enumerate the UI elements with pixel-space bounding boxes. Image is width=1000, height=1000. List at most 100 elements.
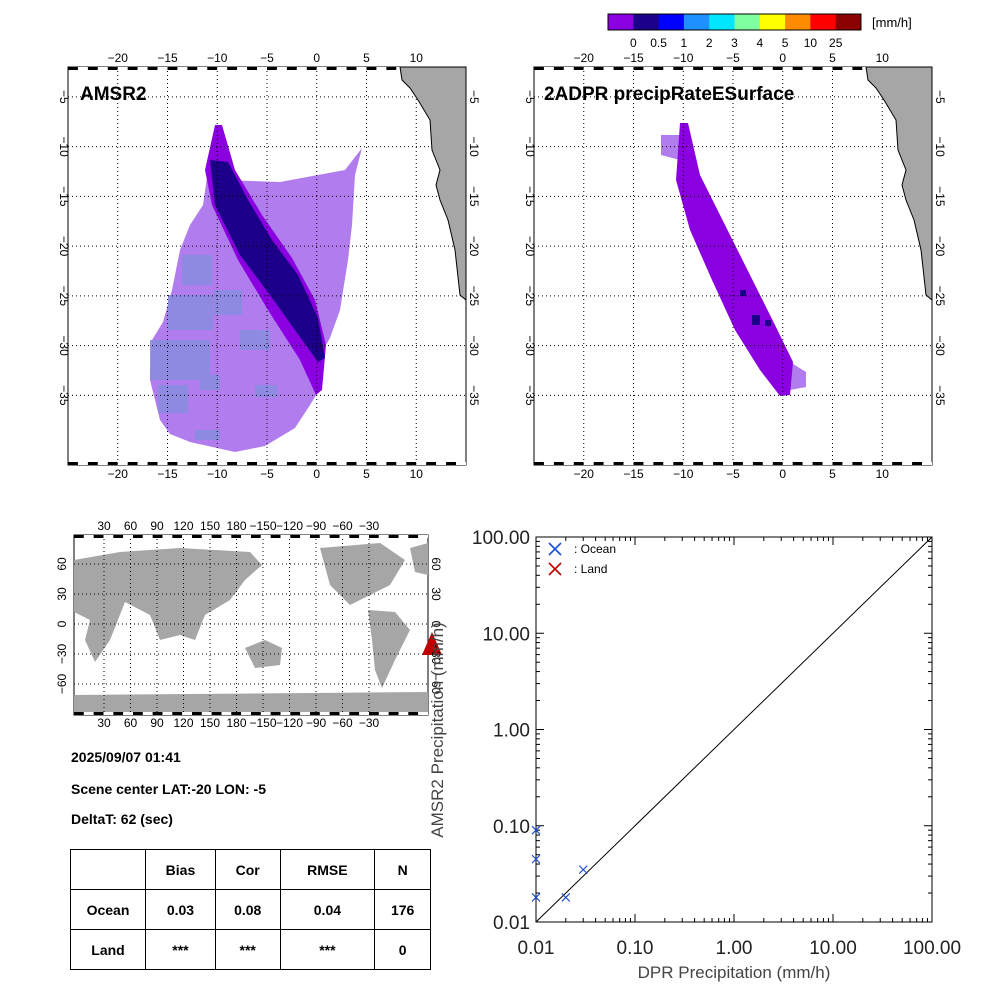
dpr-africa-coast [865, 66, 933, 302]
frame-checker [117, 462, 128, 465]
frame-checker [386, 67, 397, 70]
frame-checker [742, 67, 753, 70]
frame-checker [217, 67, 228, 70]
frame-checker [147, 67, 158, 70]
stats-cell: 0 [374, 929, 431, 970]
world-tick-labels: 303060609090120120150150180180−150−150−1… [55, 519, 443, 730]
frame-checker [227, 462, 238, 465]
frame-checker [231, 712, 242, 715]
lon-tick-label-bottom: 5 [363, 467, 370, 481]
lon-tick-label-top: −5 [726, 51, 740, 65]
frame-checker [693, 67, 704, 70]
frame-checker [633, 67, 644, 70]
frame-checker [127, 462, 138, 465]
frame-checker [103, 712, 114, 715]
frame-checker [310, 712, 320, 715]
frame-checker [97, 67, 108, 70]
frame-checker [77, 67, 88, 70]
frame-checker [346, 462, 357, 465]
frame-checker [812, 462, 823, 465]
frame-checker [197, 462, 208, 465]
frame-checker [251, 535, 261, 538]
frame-checker [286, 67, 297, 70]
lon-tick-label-bottom: −5 [726, 467, 740, 481]
frame-checker [583, 462, 594, 465]
colorbar-tick-label: 2 [706, 36, 713, 50]
legend-marker [548, 562, 562, 576]
lat-tick-label-left: −10 [57, 136, 71, 157]
lat-tick-label-right: −25 [933, 286, 947, 307]
dpr-panel: 2ADPR precipRateESurface −20 −20 −15 −15 −10… [523, 51, 947, 481]
world-lon-tick-top: −90 [306, 519, 327, 533]
lon-tick-label-top: −10 [207, 51, 228, 65]
colorbar: [mm/h] 0 0.5 1 2 3 4 5 10 25 [607, 13, 912, 50]
frame-checker [157, 462, 168, 465]
colorbar-unit: [mm/h] [872, 15, 912, 30]
frame-checker [68, 67, 78, 70]
frame-checker [177, 462, 188, 465]
frame-checker [553, 462, 564, 465]
frame-checker [912, 462, 923, 465]
frame-checker [133, 712, 143, 715]
frame-checker [247, 462, 258, 465]
scatter-x-label: DPR Precipitation (mm/h) [638, 963, 831, 982]
frame-checker [83, 535, 94, 538]
world-lat-tick-right: −60 [429, 674, 443, 695]
frame-checker [842, 67, 853, 70]
frame-checker [573, 67, 584, 70]
world-lon-tick-top: −60 [332, 519, 353, 533]
amsr2-title: AMSR2 [80, 84, 147, 105]
frame-checker [752, 67, 763, 70]
frame-checker [378, 535, 389, 538]
lat-tick-label-right: −10 [467, 136, 481, 157]
frame-checker [832, 67, 843, 70]
frame-checker [713, 67, 724, 70]
frame-checker [257, 67, 267, 70]
lon-tick-label-top: 10 [876, 51, 890, 65]
frame-checker [87, 462, 98, 465]
frame-checker [227, 67, 238, 70]
frame-checker [369, 535, 379, 538]
frame-checker [623, 67, 634, 70]
amsr2-panel: AMSR2 −20 −20 −15 −15 −10 −10 −5 −5 0 0 5 5 10 10 −5 −5… [57, 51, 481, 481]
frame-checker [563, 67, 574, 70]
frame-checker [336, 462, 347, 465]
world-landmasses [74, 543, 428, 715]
world-lon-tick-top: 180 [226, 519, 246, 533]
frame-checker [296, 462, 307, 465]
frame-checker [822, 67, 833, 70]
lat-tick-label-left: −20 [57, 236, 71, 257]
frame-checker [563, 462, 574, 465]
frame-checker [623, 462, 634, 465]
frame-checker [127, 67, 138, 70]
colorbar-tick-labels: 0 0.5 1 2 3 4 5 10 25 [630, 36, 843, 50]
world-lon-tick-top: 90 [150, 519, 164, 533]
frame-checker [802, 462, 813, 465]
colorbar-tick-label: 0.5 [650, 36, 667, 50]
frame-checker [653, 462, 664, 465]
frame-checker [663, 462, 674, 465]
lat-tick-label-left: −30 [523, 335, 537, 356]
world-grid [74, 535, 428, 715]
frame-checker [366, 67, 377, 70]
frame-checker [772, 67, 783, 70]
lon-tick-label-bottom: 10 [876, 467, 890, 481]
frame-checker [356, 67, 367, 70]
frame-checker [733, 462, 743, 465]
frame-checker [77, 462, 88, 465]
world-lon-tick-top: −30 [359, 519, 380, 533]
x-tick-label: 0.01 [518, 938, 555, 959]
lon-tick-label-bottom: −5 [260, 467, 274, 481]
frame-checker [446, 462, 457, 465]
frame-checker [167, 462, 178, 465]
frame-checker [157, 67, 168, 70]
frame-checker [782, 67, 793, 70]
frame-checker [177, 67, 188, 70]
frame-checker [593, 67, 604, 70]
scene-center: Scene center LAT:-20 LON: -5 [71, 781, 267, 797]
lat-tick-label-right: −30 [467, 335, 481, 356]
world-lon-tick-top: −150 [249, 519, 276, 533]
frame-checker [97, 462, 108, 465]
frame-checker [267, 67, 277, 70]
